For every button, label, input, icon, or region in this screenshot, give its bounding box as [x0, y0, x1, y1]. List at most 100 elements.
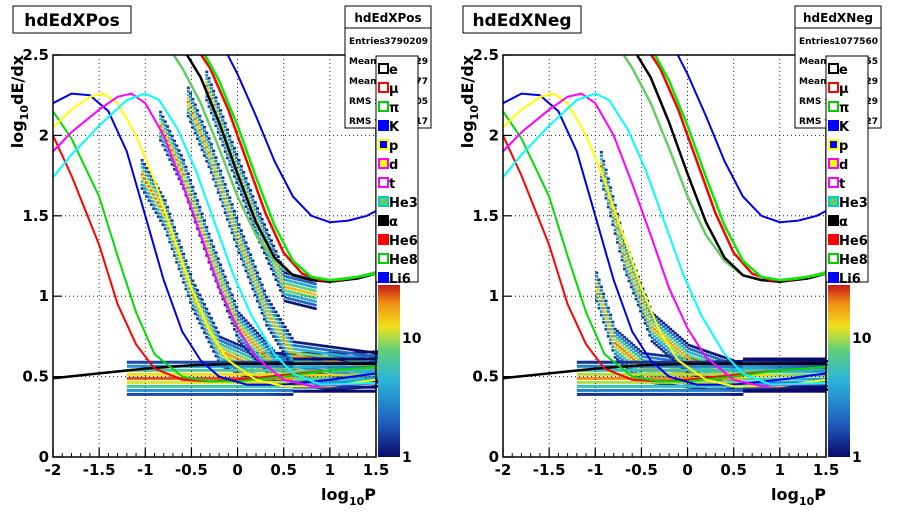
- legend-marker: [379, 64, 388, 73]
- density-cell: [155, 381, 158, 384]
- density-cell: [132, 389, 135, 392]
- density-cell: [193, 389, 196, 392]
- density-cell: [254, 393, 257, 396]
- density-cell: [600, 286, 603, 289]
- density-cell: [224, 389, 227, 392]
- density-cell: [188, 385, 191, 388]
- density-cell: [207, 373, 210, 376]
- density-cell: [598, 282, 601, 285]
- density-cell: [359, 386, 362, 389]
- density-cell: [357, 386, 360, 389]
- density-cell: [217, 103, 220, 106]
- density-cell: [224, 122, 227, 125]
- density-cell: [199, 369, 202, 372]
- density-cell: [228, 288, 231, 291]
- density-cell: [279, 369, 282, 372]
- density-cell: [212, 90, 215, 93]
- density-cell: [249, 193, 252, 196]
- density-cell: [205, 226, 208, 229]
- density-cell: [179, 393, 182, 396]
- density-cell: [251, 369, 254, 372]
- density-cell: [219, 170, 222, 173]
- density-cell: [310, 390, 313, 393]
- density-cell: [196, 203, 199, 206]
- density-cell: [244, 177, 247, 180]
- density-cell: [357, 370, 360, 373]
- density-cell: [251, 263, 254, 266]
- density-cell: [185, 166, 188, 169]
- density-cell: [249, 365, 252, 368]
- density-cell: [254, 205, 257, 208]
- x-tick-label: 0: [232, 461, 242, 479]
- density-cell: [285, 369, 288, 372]
- density-cell: [334, 390, 337, 393]
- density-cell: [191, 186, 194, 189]
- density-cell: [196, 289, 199, 292]
- density-cell: [276, 389, 279, 392]
- density-cell: [274, 365, 277, 368]
- density-cell: [203, 126, 206, 129]
- density-cell: [228, 200, 231, 203]
- density-cell: [127, 389, 130, 392]
- density-cell: [254, 265, 257, 268]
- density-cell: [178, 239, 181, 242]
- density-cell: [178, 243, 181, 246]
- density-cell: [202, 393, 205, 396]
- density-cell: [157, 373, 160, 376]
- x-axis-label: log10P: [321, 485, 376, 508]
- density-cell: [146, 385, 149, 388]
- density-cell: [251, 199, 254, 202]
- density-cell: [130, 381, 133, 384]
- density-cell: [132, 377, 135, 380]
- density-cell: [307, 358, 310, 361]
- density-cell: [210, 389, 213, 392]
- density-cell: [224, 369, 227, 372]
- density-cell: [272, 245, 275, 248]
- density-cell: [205, 229, 208, 232]
- density-cell: [168, 216, 171, 219]
- density-cell: [203, 219, 206, 222]
- legend-entry: d: [389, 158, 398, 173]
- density-cell: [362, 386, 365, 389]
- density-cell: [135, 373, 138, 376]
- density-cell: [365, 370, 368, 373]
- density-cell: [238, 385, 241, 388]
- density-cell: [279, 389, 282, 392]
- density-cell: [201, 298, 204, 301]
- density-cell: [217, 106, 220, 109]
- density-cell: [256, 332, 259, 335]
- density-cell: [247, 183, 250, 186]
- density-cell: [177, 393, 180, 396]
- density-cell: [231, 144, 234, 147]
- density-cell: [244, 181, 247, 184]
- density-cell: [226, 282, 229, 285]
- density-cell: [193, 393, 196, 396]
- density-cell: [310, 358, 313, 361]
- legend-entry: K: [389, 120, 400, 135]
- density-cell: [265, 229, 268, 232]
- density-cell: [127, 377, 130, 380]
- density-cell: [215, 393, 218, 396]
- density-cell: [343, 390, 346, 393]
- density-cell: [135, 361, 138, 364]
- density-cell: [191, 361, 194, 364]
- density-cell: [127, 361, 130, 364]
- density-cell: [229, 373, 232, 376]
- density-cell: [135, 389, 138, 392]
- density-cell: [351, 370, 354, 373]
- density-cell: [354, 378, 357, 381]
- density-cell: [314, 293, 317, 296]
- density-cell: [224, 276, 227, 279]
- density-cell: [609, 314, 612, 317]
- density-cell: [256, 272, 259, 275]
- density-cell: [310, 366, 313, 369]
- density-cell: [210, 377, 213, 380]
- density-cell: [238, 393, 241, 396]
- density-cell: [135, 377, 138, 380]
- y-tick-label: 1: [39, 287, 49, 305]
- density-cell: [263, 290, 266, 293]
- density-cell: [233, 210, 236, 213]
- density-cell: [298, 390, 301, 393]
- density-cell: [276, 365, 279, 368]
- density-cell: [343, 358, 346, 361]
